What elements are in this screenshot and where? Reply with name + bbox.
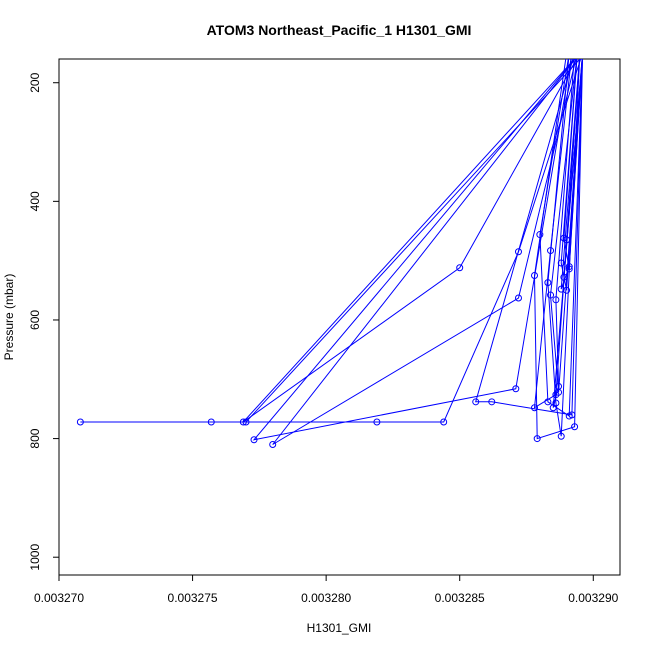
data-point xyxy=(577,50,583,56)
series-line xyxy=(563,59,583,278)
series-line xyxy=(475,59,583,416)
x-tick-label: 0.003275 xyxy=(168,591,218,605)
data-point xyxy=(577,50,583,56)
series-line xyxy=(549,59,583,393)
series-line xyxy=(272,59,577,445)
data-point xyxy=(569,50,575,56)
data-point xyxy=(531,404,539,412)
series-4 xyxy=(472,50,586,419)
data-point xyxy=(574,50,580,56)
y-tick-label: 400 xyxy=(28,191,42,211)
data-point xyxy=(582,50,588,56)
series-3 xyxy=(269,50,583,449)
data-point xyxy=(566,50,572,56)
data-point xyxy=(565,263,573,271)
data-point xyxy=(574,50,580,56)
data-point xyxy=(533,435,541,443)
data-point xyxy=(456,264,464,272)
data-point xyxy=(76,418,84,426)
series-2 xyxy=(239,50,583,426)
data-point xyxy=(531,271,539,279)
data-point xyxy=(547,247,555,255)
series-line xyxy=(252,59,576,441)
y-tick-label: 600 xyxy=(28,310,42,330)
data-point xyxy=(574,50,580,56)
series-7 xyxy=(531,50,586,443)
data-point xyxy=(514,294,522,302)
data-point xyxy=(577,50,583,56)
series-line xyxy=(533,59,583,440)
data-point xyxy=(571,423,579,431)
data-point xyxy=(564,50,570,56)
data-point xyxy=(512,385,520,393)
data-point xyxy=(580,50,586,56)
data-point xyxy=(552,296,560,304)
x-tick-label: 0.003270 xyxy=(34,591,84,605)
data-point xyxy=(580,50,586,56)
data-point xyxy=(557,432,565,440)
data-point xyxy=(580,50,586,56)
data-point xyxy=(580,50,586,56)
series-line xyxy=(80,59,582,423)
y-tick-label: 200 xyxy=(28,72,42,92)
data-point xyxy=(580,50,586,56)
x-axis: 0.003270 0.003275 0.003280 0.003285 0.003290 xyxy=(34,574,619,605)
series-5 xyxy=(250,50,583,444)
data-point xyxy=(580,50,586,56)
data-point xyxy=(574,50,580,56)
series-line xyxy=(560,59,583,290)
data-point xyxy=(577,50,583,56)
data-point xyxy=(373,418,381,426)
data-point xyxy=(549,404,557,412)
series-1 xyxy=(76,50,588,426)
series-15 xyxy=(557,50,586,293)
data-point xyxy=(472,398,480,406)
data-point xyxy=(580,50,586,56)
data-point xyxy=(569,50,575,56)
y-axis: 200 400 600 800 1000 xyxy=(28,72,60,571)
data-point xyxy=(488,398,496,406)
x-tick-label: 0.003280 xyxy=(301,591,351,605)
data-point xyxy=(239,418,247,426)
data-point xyxy=(580,50,586,56)
data-point xyxy=(577,50,583,56)
data-point xyxy=(565,412,573,420)
y-tick-label: 1000 xyxy=(28,544,42,571)
data-point xyxy=(269,441,277,449)
data-point xyxy=(580,50,586,56)
series-layer xyxy=(76,50,588,449)
data-point xyxy=(440,418,448,426)
data-point xyxy=(577,50,583,56)
series-14 xyxy=(547,50,586,396)
x-axis-label: H1301_GMI xyxy=(307,621,372,635)
x-tick-label: 0.003290 xyxy=(568,591,618,605)
y-tick-label: 800 xyxy=(28,428,42,448)
data-point xyxy=(572,50,578,56)
data-point xyxy=(580,50,586,56)
data-point xyxy=(555,388,563,396)
x-tick-label: 0.003285 xyxy=(435,591,485,605)
y-axis-label: Pressure (mbar) xyxy=(2,274,16,361)
series-line xyxy=(242,59,578,423)
data-point xyxy=(577,50,583,56)
data-point xyxy=(572,50,578,56)
data-point xyxy=(250,436,258,444)
data-point xyxy=(557,259,565,267)
data-point xyxy=(207,418,215,426)
data-point xyxy=(577,50,583,56)
data-point xyxy=(547,291,555,299)
data-point xyxy=(514,248,522,256)
data-point xyxy=(566,50,572,56)
data-point xyxy=(557,285,565,293)
chart-title: ATOM3 Northeast_Pacific_1 H1301_GMI xyxy=(207,22,472,38)
series-line xyxy=(539,59,583,417)
